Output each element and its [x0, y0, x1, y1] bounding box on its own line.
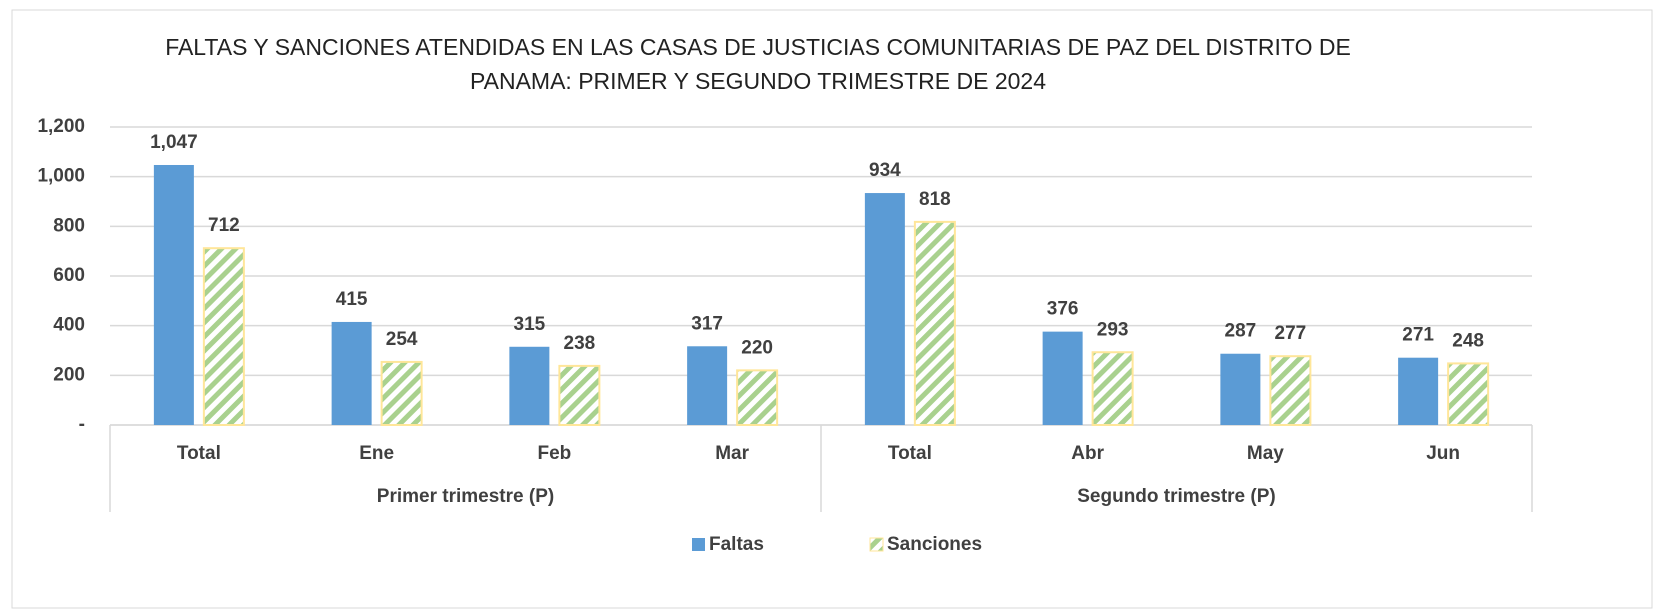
bar [331, 321, 372, 425]
data-label: 818 [919, 189, 951, 210]
data-label: 248 [1452, 330, 1484, 351]
y-tick-label: 600 [53, 265, 85, 286]
bar [1269, 355, 1312, 426]
bar [153, 164, 194, 425]
bar [202, 247, 245, 426]
bar [558, 364, 601, 426]
y-tick-label: 800 [53, 215, 85, 236]
data-label: 271 [1402, 325, 1434, 346]
bar [1091, 351, 1134, 427]
data-label: 315 [514, 314, 546, 335]
data-label: 317 [691, 313, 723, 334]
data-label: 415 [336, 289, 368, 310]
chart-title: FALTAS Y SANCIONES ATENDIDAS EN LAS CASA… [165, 34, 1351, 94]
legend-swatch [869, 537, 884, 552]
x-tick-label: Jun [1426, 443, 1460, 464]
frame [11, 9, 1653, 609]
x-tick-label: May [1247, 443, 1284, 464]
bar [1220, 353, 1261, 425]
data-label: 277 [1275, 323, 1307, 344]
x-tick-label: Abr [1071, 443, 1104, 464]
bar [509, 346, 550, 425]
data-label: 1,047 [150, 132, 198, 153]
data-label: 287 [1225, 321, 1257, 342]
bar [380, 360, 423, 427]
legend-label: Sanciones [887, 534, 982, 555]
bar [913, 220, 956, 426]
bar [736, 369, 779, 427]
bar [864, 193, 905, 425]
data-label: 293 [1097, 319, 1129, 340]
x-tick-label: Total [888, 443, 932, 464]
y-tick-label: 1,200 [37, 116, 85, 137]
data-label: 712 [208, 215, 240, 236]
y-tick-label: 200 [53, 364, 85, 385]
bar [687, 346, 728, 425]
y-tick-label: 1,000 [37, 166, 85, 187]
group-label: Segundo trimestre (P) [1077, 486, 1275, 507]
x-tick-label: Ene [359, 443, 394, 464]
bar [1447, 362, 1490, 426]
legend-swatch [692, 538, 705, 551]
data-label: 220 [741, 337, 773, 358]
data-label: 238 [564, 333, 596, 354]
x-tick-label: Feb [537, 443, 571, 464]
data-label: 376 [1047, 299, 1079, 320]
x-tick-label: Mar [715, 443, 749, 464]
data-label: 254 [386, 329, 418, 350]
y-tick-label: 400 [53, 315, 85, 336]
y-tick-label: - [79, 414, 85, 435]
bar [1398, 357, 1439, 425]
legend-label: Faltas [709, 534, 764, 555]
data-label: 934 [869, 160, 901, 181]
x-tick-label: Total [177, 443, 221, 464]
group-label: Primer trimestre (P) [377, 486, 554, 507]
bar [1042, 331, 1083, 425]
